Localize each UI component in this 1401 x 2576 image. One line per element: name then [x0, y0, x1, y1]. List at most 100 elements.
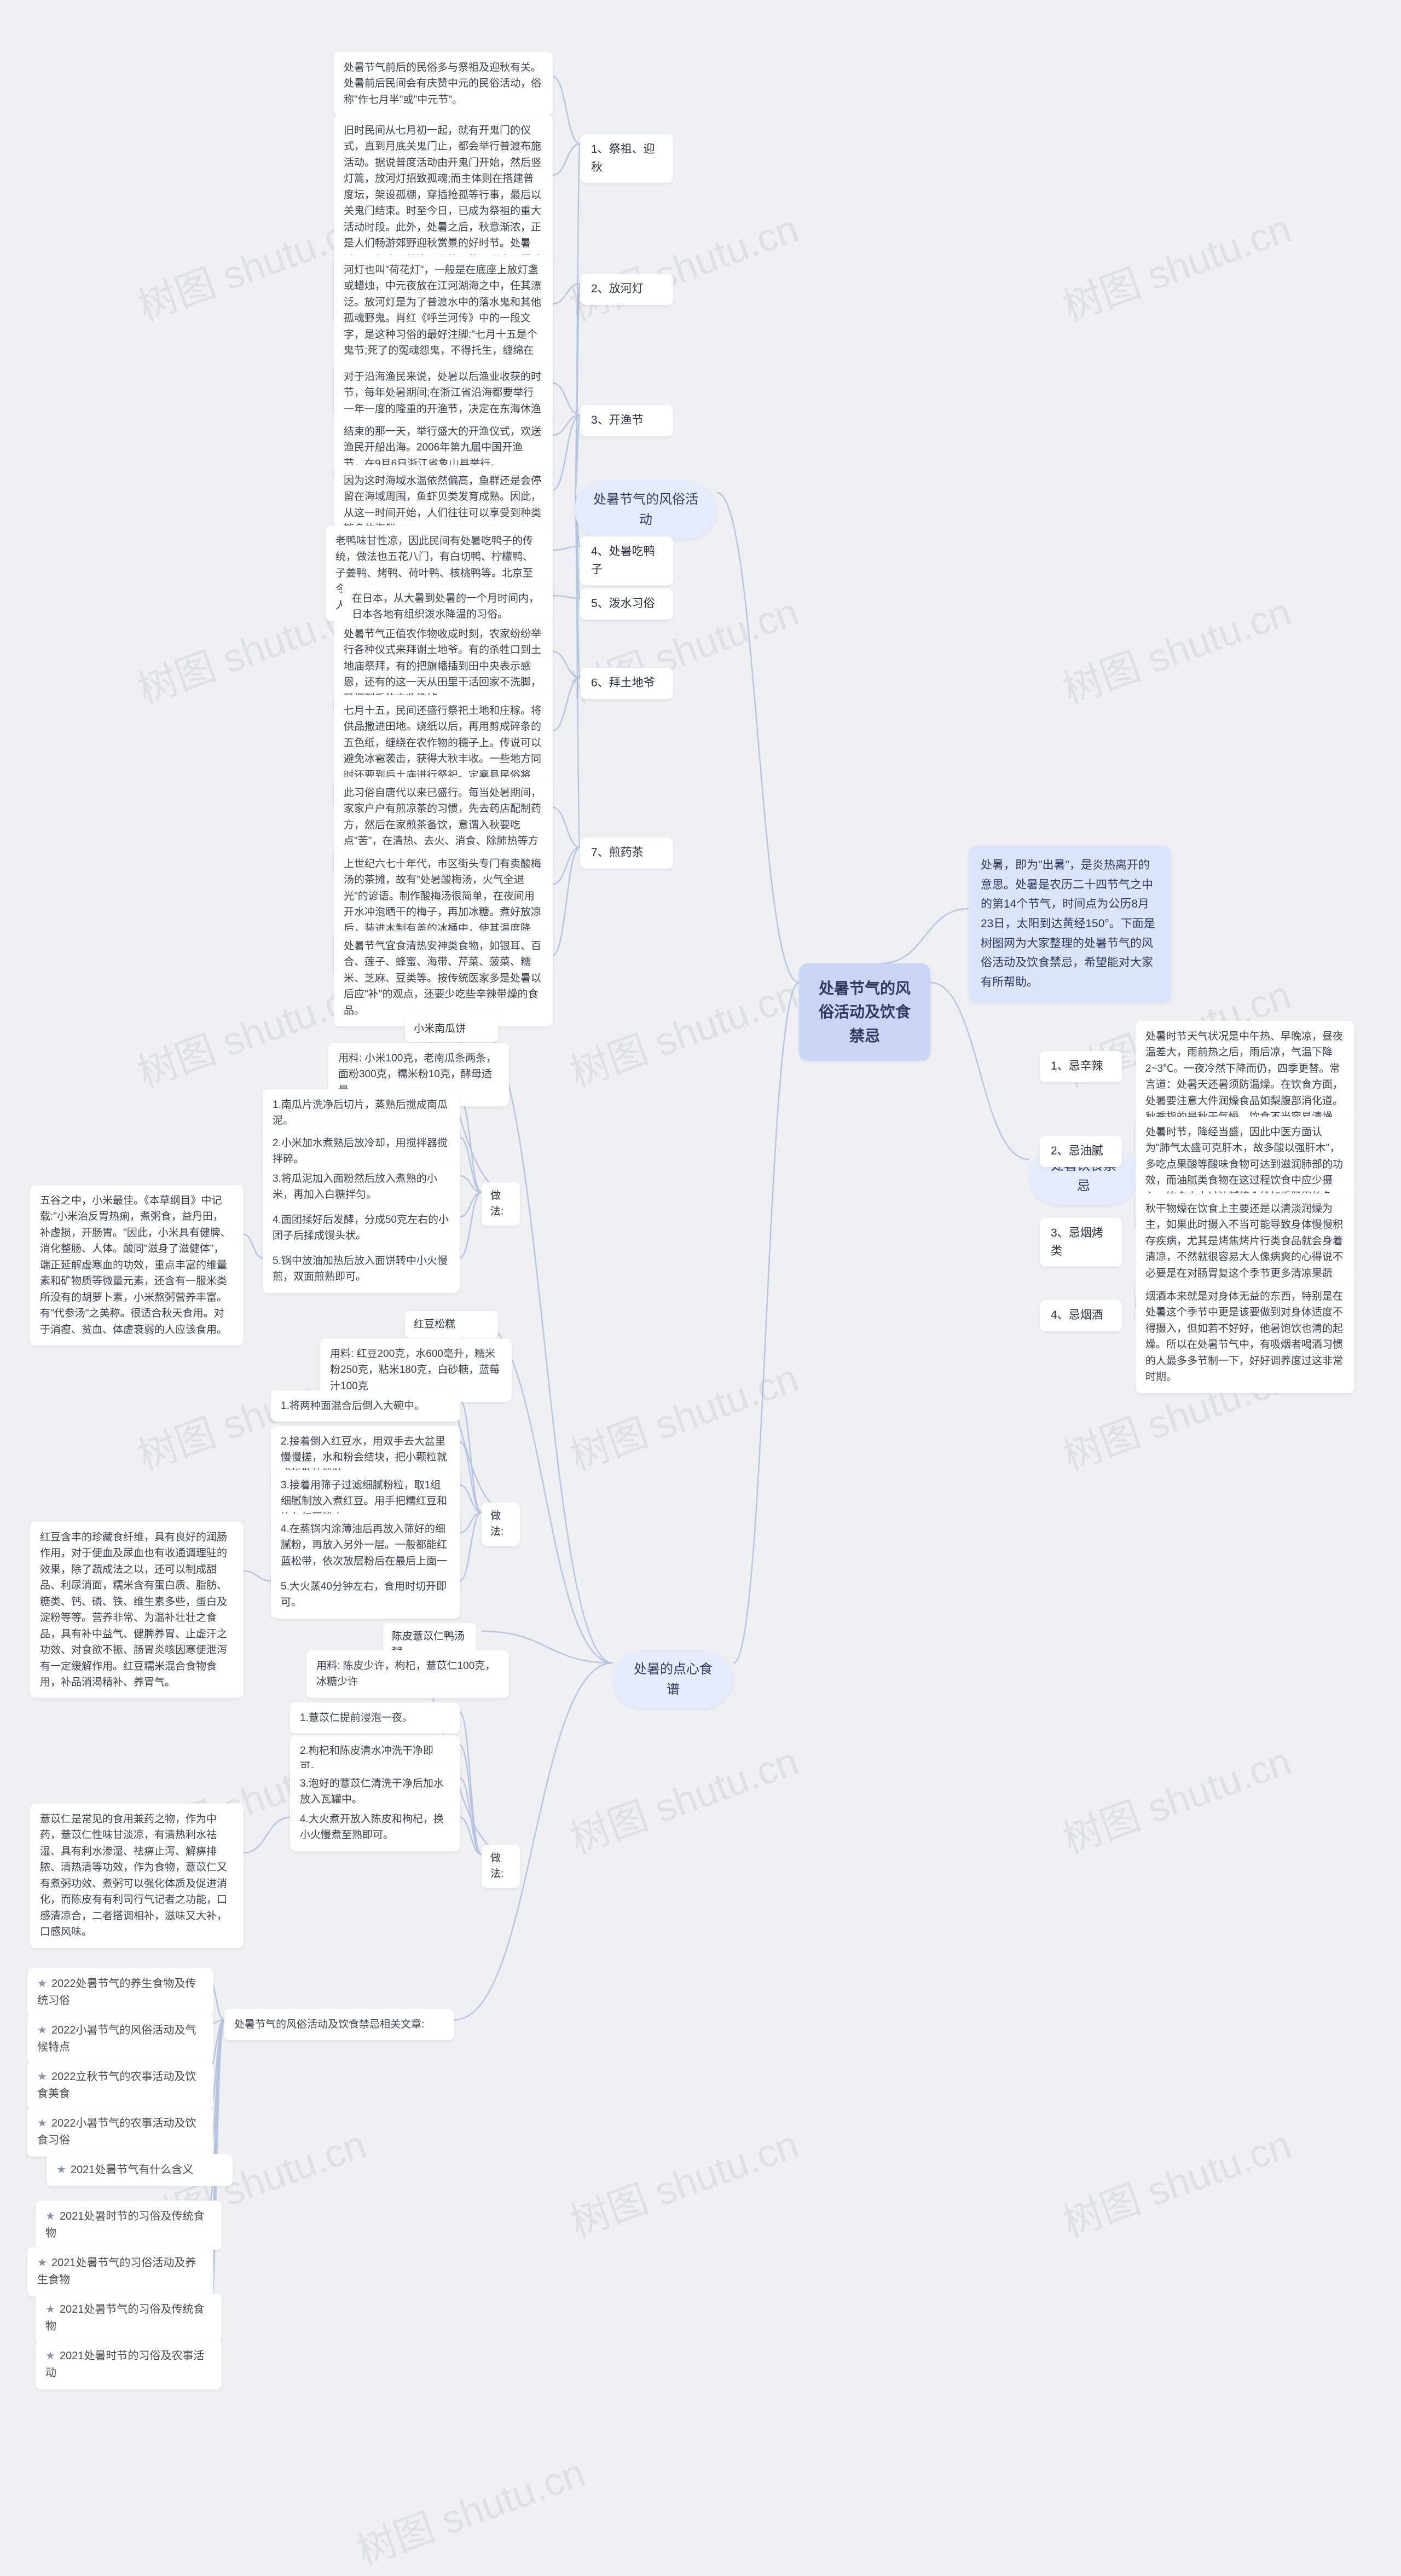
- custom-4: 4、处暑吃鸭子: [580, 536, 673, 585]
- recipe-0-name: 小米南瓜饼: [405, 1015, 498, 1042]
- connector: [460, 1778, 482, 1855]
- connector: [460, 1712, 482, 1855]
- connector: [454, 1663, 613, 2020]
- star-icon: ★: [37, 2071, 47, 2083]
- related-link-text: 2021处暑时节的习俗及农事活动: [45, 2350, 204, 2379]
- branch-customs: 处暑节气的风俗活动: [575, 481, 717, 539]
- recipe-1-name: 红豆松糕: [405, 1311, 498, 1338]
- recipe-0-step-2: 3.将瓜泥加入面粉然后放入煮熟的小米，再加入白糖拌匀。: [263, 1163, 460, 1211]
- related-link-text: 2022小暑节气的农事活动及饮食习俗: [37, 2117, 196, 2146]
- related-link-4[interactable]: ★ 2021处暑节气有什么含义: [47, 2154, 233, 2186]
- star-icon: ★: [37, 1978, 47, 1990]
- related-link-8[interactable]: ★2021处暑时节的习俗及农事活动: [36, 2340, 222, 2389]
- watermark: 树图 shutu.cn: [561, 963, 805, 1099]
- recipe-2-nutrition: 薏苡仁是常见的食用兼药之物，作为中药，薏苡仁性味甘淡凉，有清热利水祛湿、具有利水…: [30, 1804, 244, 1948]
- star-icon: ★: [45, 2303, 55, 2315]
- recipe-1-nutrition: 红豆含丰的珍藏食纤维，具有良好的润肠作用，对于便血及尿血也有收通调理驻的效果，除…: [30, 1522, 244, 1698]
- connector: [460, 1485, 482, 1512]
- watermark: 树图 shutu.cn: [561, 1346, 805, 1482]
- related-link-3[interactable]: ★2022小暑节气的农事活动及饮食习俗: [27, 2107, 213, 2157]
- custom-3: 3、开渔节: [580, 405, 673, 436]
- connector: [460, 1192, 482, 1258]
- custom-5: 5、泼水习俗: [580, 588, 673, 620]
- star-icon: ★: [37, 2257, 47, 2269]
- root-node: 处暑节气的风俗活动及饮食禁忌: [799, 963, 930, 1061]
- related-link-5[interactable]: ★2021处暑时节的习俗及传统食物: [36, 2200, 222, 2250]
- connector: [553, 415, 580, 490]
- related-link-text: 2021处暑节气的习俗活动及养生食物: [37, 2257, 196, 2286]
- connector: [244, 1234, 263, 1258]
- recipe-1-method-label: 做法:: [482, 1503, 520, 1546]
- recipe-0-method-label: 做法:: [482, 1182, 520, 1226]
- custom-2: 2、放河灯: [580, 274, 673, 305]
- related-link-text: 2022小暑节气的风俗活动及气候特点: [37, 2024, 196, 2053]
- connector: [575, 415, 580, 493]
- watermark: 树图 shutu.cn: [561, 2112, 805, 2248]
- watermark: 树图 shutu.cn: [348, 2441, 592, 2576]
- custom-6: 6、拜土地爷: [580, 668, 673, 699]
- related-link-text: 2021处暑节气的习俗及传统食物: [45, 2303, 204, 2332]
- related-link-text: 2022处暑节气的养生食物及传统习俗: [37, 1978, 196, 2007]
- related-link-1[interactable]: ★2022小暑节气的风俗活动及气候特点: [27, 2014, 213, 2064]
- taboo-4: 4、忌烟酒: [1040, 1300, 1122, 1331]
- watermark: 树图 shutu.cn: [561, 197, 805, 332]
- connector: [553, 415, 580, 435]
- connector: [717, 493, 799, 983]
- connector: [553, 847, 580, 884]
- watermark: 树图 shutu.cn: [1053, 2112, 1298, 2248]
- watermark: 树图 shutu.cn: [1053, 197, 1298, 332]
- taboo-2: 2、忌油腻: [1040, 1136, 1122, 1167]
- taboo-1: 1、忌辛辣: [1040, 1051, 1122, 1082]
- connector: [460, 1817, 482, 1855]
- connector: [460, 1441, 482, 1512]
- star-icon: ★: [37, 2117, 47, 2129]
- related-link-text: 2021处暑节气有什么含义: [71, 2164, 194, 2176]
- connector: [553, 596, 580, 598]
- connector: [460, 1099, 482, 1192]
- connector: [460, 1512, 482, 1581]
- custom-7-leaf-2: 处暑节气宜食清热安神类食物，如银耳、百合、莲子、蜂蜜、海带、芹菜、菠菜、糯米、芝…: [334, 931, 553, 1026]
- recipe-2-ingredients: 用料: 陈皮少许，枸杞，薏苡仁100克，冰糖少许: [306, 1650, 509, 1698]
- recipe-0-step-3: 4.面团揉好后发酵，分成50克左右的小团子后揉成馒头状。: [263, 1204, 460, 1252]
- recipe-2-method-label: 做法:: [482, 1845, 520, 1888]
- star-icon: ★: [37, 2024, 47, 2036]
- connector: [553, 284, 580, 304]
- watermark: 树图 shutu.cn: [1053, 1729, 1298, 1865]
- related-link-6[interactable]: ★2021处暑节气的习俗活动及养生食物: [27, 2247, 213, 2296]
- connector: [553, 651, 580, 678]
- related-link-0[interactable]: ★2022处暑节气的养生食物及传统习俗: [27, 1968, 213, 2017]
- connector: [575, 284, 580, 493]
- recipe-1-step-4: 5.大火蒸40分钟左右，食用时切开即可。: [271, 1571, 460, 1619]
- related-link-text: 2022立秋节气的农事活动及饮食美食: [37, 2071, 196, 2100]
- custom-3-leaf-0: 对于沿海渔民来说，处暑以后渔业收获的时节，每年处暑期间;在浙江省沿海都要举行一年…: [334, 361, 553, 425]
- recipe-2-step-0: 1.薏苡仁提前浸泡一夜。: [290, 1702, 460, 1734]
- star-icon: ★: [56, 2164, 66, 2176]
- custom-7: 7、煎药茶: [580, 838, 673, 869]
- recipe-1-step-0: 1.将两种面混合后倒入大碗中。: [271, 1390, 460, 1422]
- connector: [930, 983, 1029, 1159]
- related-label: 处暑节气的风俗活动及饮食禁忌相关文章:: [224, 2009, 454, 2040]
- connector: [553, 678, 580, 731]
- connector: [244, 1817, 290, 1853]
- recipe-0-nutrition: 五谷之中，小米最佳。《本草纲目》中记载:"小米治反胃热痢，煮粥食，益丹田，补虚损…: [30, 1185, 244, 1345]
- recipe-0-step-4: 5.锅中放油加热后放入面饼转中小火慢煎，双面煎熟即可。: [263, 1245, 460, 1293]
- connector: [460, 1400, 482, 1512]
- connector: [881, 909, 969, 963]
- taboo-3: 3、忌烟烤类: [1040, 1218, 1122, 1267]
- taboo-4-text: 烟酒本来就是对身体无益的东西，特别是在处暑这个季节中更是该要做到对身体适度不得摄…: [1136, 1281, 1354, 1393]
- connector: [733, 983, 799, 1663]
- related-link-2[interactable]: ★2022立秋节气的农事活动及饮食美食: [27, 2061, 213, 2110]
- connector: [553, 144, 580, 175]
- connector: [460, 1192, 482, 1217]
- branch-recipes: 处暑的点心食谱: [613, 1650, 733, 1708]
- related-link-text: 2021处暑时节的习俗及传统食物: [45, 2210, 204, 2239]
- watermark: 树图 shutu.cn: [561, 1729, 805, 1865]
- connector: [553, 807, 580, 847]
- related-link-7[interactable]: ★2021处暑节气的习俗及传统食物: [36, 2294, 222, 2343]
- star-icon: ★: [45, 2210, 55, 2222]
- connector: [460, 1512, 482, 1533]
- connector: [460, 1176, 482, 1192]
- connector: [460, 1745, 482, 1855]
- connector: [244, 1571, 271, 1581]
- connector: [553, 77, 580, 144]
